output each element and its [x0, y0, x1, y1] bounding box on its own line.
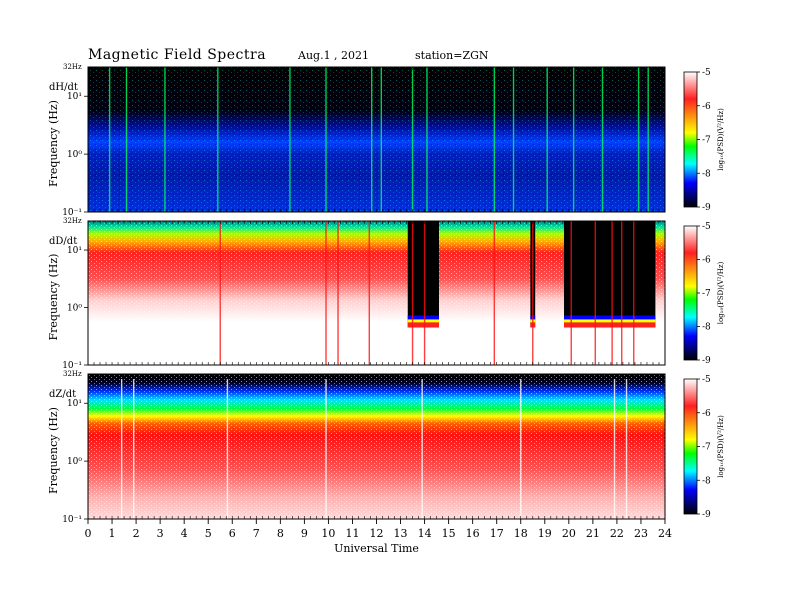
x-tick-label: 17 [490, 527, 504, 540]
dropout-edge [564, 322, 656, 328]
spectrogram-texture [88, 374, 665, 519]
y-tick-label: 10¹ [67, 92, 82, 102]
colorbar-tick-label: -6 [702, 102, 711, 112]
y-axis-label: Frequency (Hz) [47, 254, 60, 341]
panel-name: dD/dt [49, 236, 77, 247]
y-tick-label: 10⁻¹ [62, 515, 82, 525]
x-tick-label: 5 [205, 527, 212, 540]
y-tick-label: 10¹ [67, 246, 82, 256]
x-tick-label: 22 [610, 527, 624, 540]
colorbar-tick-label: -7 [702, 136, 711, 146]
y-tick-label: 10⁰ [67, 150, 82, 160]
colorbar-tick-label: -9 [702, 510, 711, 520]
colorbar: -5 -6 -7 -8 -9 log₁₀(PSD)(V²/Hz) [683, 375, 725, 520]
colorbar-tick-label: -7 [702, 289, 711, 299]
colorbar-gradient [683, 378, 698, 515]
x-tick-label: 16 [466, 527, 480, 540]
x-tick-label: 2 [133, 527, 140, 540]
data-dropout [564, 221, 656, 328]
colorbar: -5 -6 -7 -8 -9 log₁₀(PSD)(V²/Hz) [683, 68, 725, 213]
x-tick-label: 20 [562, 527, 576, 540]
colorbar-tick-label: -7 [702, 443, 711, 453]
x-tick-label: 11 [345, 527, 359, 540]
x-tick-label: 24 [658, 527, 672, 540]
y-top-label: 32Hz [63, 217, 82, 225]
dropout-edge [564, 315, 656, 320]
colorbar-tick-label: -8 [702, 323, 711, 333]
y-axis-label: Frequency (Hz) [47, 100, 60, 187]
colorbar-tick-label: -8 [702, 169, 711, 179]
x-tick-label: 15 [442, 527, 456, 540]
x-tick-label: 13 [394, 527, 408, 540]
x-tick-label: 10 [321, 527, 335, 540]
y-tick-label: 10⁰ [67, 304, 82, 314]
panel-name: dH/dt [49, 82, 78, 93]
dropout-edge [407, 319, 440, 323]
station-label: station=ZGN [415, 49, 489, 62]
x-tick-label: 1 [109, 527, 116, 540]
dropout-edge [564, 319, 656, 323]
y-tick-label: 10⁰ [67, 457, 82, 467]
date-label: Aug.1 , 2021 [298, 49, 370, 62]
x-tick-label: 8 [277, 527, 284, 540]
x-tick-label: 7 [253, 527, 260, 540]
y-axis-label: Frequency (Hz) [47, 407, 60, 494]
x-tick-label: 14 [418, 527, 432, 540]
x-tick-label: 19 [538, 527, 552, 540]
x-tick-label: 23 [634, 527, 648, 540]
colorbar-label: log₁₀(PSD)(V²/Hz) [717, 415, 725, 478]
colorbar-tick-label: -6 [702, 256, 711, 266]
x-tick-label: 9 [301, 527, 308, 540]
colorbar: -5 -6 -7 -8 -9 log₁₀(PSD)(V²/Hz) [683, 222, 725, 366]
colorbar-tick-label: -9 [702, 356, 711, 366]
colorbar-tick-label: -5 [702, 375, 711, 385]
colorbar-tick-label: -5 [702, 68, 711, 78]
dropout-edge [407, 322, 440, 328]
x-axis-label: Universal Time [334, 542, 419, 555]
y-top-label: 32Hz [63, 370, 82, 378]
y-tick-label: 10⁻¹ [62, 361, 82, 371]
panel-name: dZ/dt [49, 389, 76, 400]
colorbar-tick-label: -9 [702, 203, 711, 213]
y-tick-label: 10¹ [67, 399, 82, 409]
colorbar-gradient [683, 225, 698, 361]
y-tick-label: 10⁻¹ [62, 208, 82, 218]
x-tick-label: 21 [586, 527, 600, 540]
x-tick-label: 3 [157, 527, 164, 540]
colorbar-tick-label: -5 [702, 222, 711, 232]
chart-title: Magnetic Field Spectra [88, 47, 267, 63]
x-tick-label: 0 [85, 527, 92, 540]
x-tick-label: 4 [181, 527, 188, 540]
spectrogram-texture [88, 67, 665, 212]
colorbar-label: log₁₀(PSD)(V²/Hz) [717, 108, 725, 171]
x-tick-label: 18 [514, 527, 528, 540]
colorbar-label: log₁₀(PSD)(V²/Hz) [717, 261, 725, 324]
colorbar-tick-label: -6 [702, 409, 711, 419]
y-top-label: 32Hz [63, 63, 82, 71]
x-tick-label: 6 [229, 527, 236, 540]
colorbar-tick-label: -8 [702, 476, 711, 486]
x-tick-label: 12 [370, 527, 384, 540]
dropout-edge [407, 315, 440, 320]
colorbar-gradient [683, 71, 698, 208]
